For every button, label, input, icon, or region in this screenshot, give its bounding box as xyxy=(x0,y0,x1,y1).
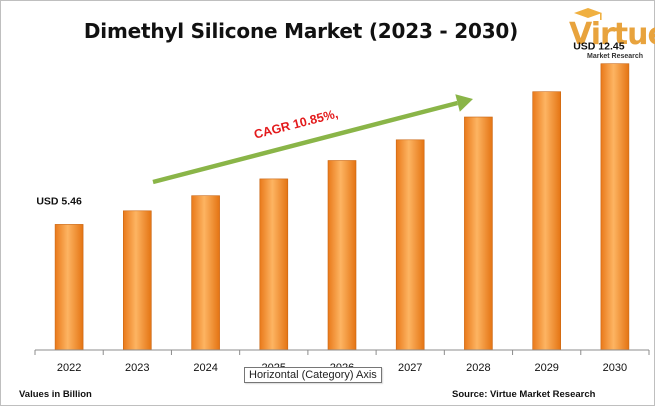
chart-title: Dimethyl Silicone Market (2023 - 2030) xyxy=(83,19,519,43)
x-axis-ticks xyxy=(34,349,650,355)
axis-tooltip: Horizontal (Category) Axis xyxy=(244,367,382,383)
bar-2022[interactable] xyxy=(54,224,84,351)
logo-brand: Virtue xyxy=(569,17,655,52)
bar-2027[interactable] xyxy=(395,139,425,351)
bar-2025[interactable] xyxy=(259,178,289,351)
values-note: Values in Billion xyxy=(19,389,92,400)
data-label-first: USD 5.46 xyxy=(36,195,82,207)
x-label-2024: 2024 xyxy=(193,362,217,374)
bar-2023[interactable] xyxy=(123,210,152,351)
virtue-logo: Virtue Market Research xyxy=(567,7,655,71)
x-label-2027: 2027 xyxy=(398,362,422,374)
bars-group xyxy=(54,63,630,351)
hat-icon xyxy=(574,8,602,20)
data-label-last: USD 12.45 xyxy=(573,41,625,53)
bar-2028[interactable] xyxy=(464,116,493,351)
x-label-2030: 2030 xyxy=(603,362,627,374)
bar-2029[interactable] xyxy=(532,91,562,351)
x-label-2022: 2022 xyxy=(57,362,81,374)
x-label-2023: 2023 xyxy=(125,362,149,374)
x-label-2029: 2029 xyxy=(534,362,558,374)
source-note: Source: Virtue Market Research xyxy=(452,389,596,400)
logo-subtitle: Market Research xyxy=(587,53,644,60)
arrow-shaft xyxy=(152,100,459,185)
bar-2030[interactable] xyxy=(600,63,630,351)
bar-2024[interactable] xyxy=(191,195,220,351)
arrow-head xyxy=(455,94,473,112)
cagr-arrow: CAGR 10.85%, xyxy=(152,94,473,185)
bar-2026[interactable] xyxy=(327,160,357,351)
data-labels-group: USD 5.46 USD 12.45 xyxy=(36,41,624,208)
x-label-2028: 2028 xyxy=(466,362,490,374)
